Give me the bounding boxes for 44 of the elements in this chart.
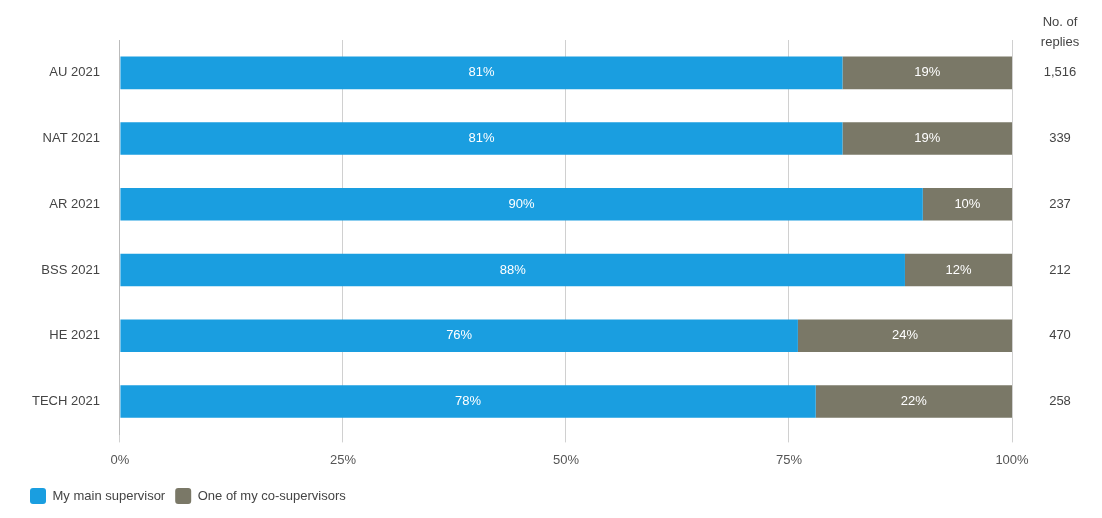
text: 258 [1049, 393, 1071, 409]
bar [815, 385, 1012, 418]
bar [904, 253, 1012, 287]
bar [797, 319, 1012, 353]
data-label: 81% [468, 64, 495, 80]
y-tick-label: TECH 2021 [32, 393, 100, 409]
bar [120, 319, 798, 353]
text: 339 [1049, 130, 1071, 146]
text: 212 [1049, 261, 1071, 277]
data-label: 90% [508, 195, 536, 211]
bar [120, 385, 816, 418]
data-label: 78% [455, 393, 482, 409]
bar [842, 122, 1012, 155]
x-tick-label: 75% [775, 451, 803, 467]
x-tick-label: 50% [552, 451, 580, 467]
text: 470 [1049, 327, 1071, 343]
text: 1,516 [1043, 64, 1077, 80]
bar [842, 56, 1012, 90]
y-tick-label: AU 2021 [49, 64, 100, 80]
bar [922, 188, 1012, 221]
data-label: 76% [446, 327, 473, 343]
data-label: 24% [891, 327, 919, 343]
data-label: 19% [914, 130, 941, 146]
bar [120, 253, 905, 287]
text: 237 [1049, 195, 1071, 211]
data-label: 10% [954, 195, 981, 211]
data-label: 88% [499, 261, 527, 277]
data-label: 12% [945, 261, 972, 277]
y-tick-label: HE 2021 [49, 327, 100, 343]
bar [120, 56, 843, 90]
y-tick-label: BSS 2021 [41, 261, 100, 277]
data-label: 19% [914, 64, 941, 80]
x-tick-label: 25% [329, 451, 357, 467]
data-label: 81% [468, 130, 495, 146]
x-tick-label: 0% [110, 451, 130, 467]
bar [120, 188, 923, 221]
text: No. of replies [1040, 13, 1080, 49]
legend-label: One of my co-supervisors [197, 487, 347, 503]
x-tick-label: 100% [995, 451, 1030, 467]
legend-label: My main supervisor [52, 487, 166, 503]
bar [120, 122, 843, 155]
y-tick-label: NAT 2021 [42, 130, 100, 146]
y-tick-label: AR 2021 [49, 195, 100, 211]
data-label: 22% [900, 393, 928, 409]
